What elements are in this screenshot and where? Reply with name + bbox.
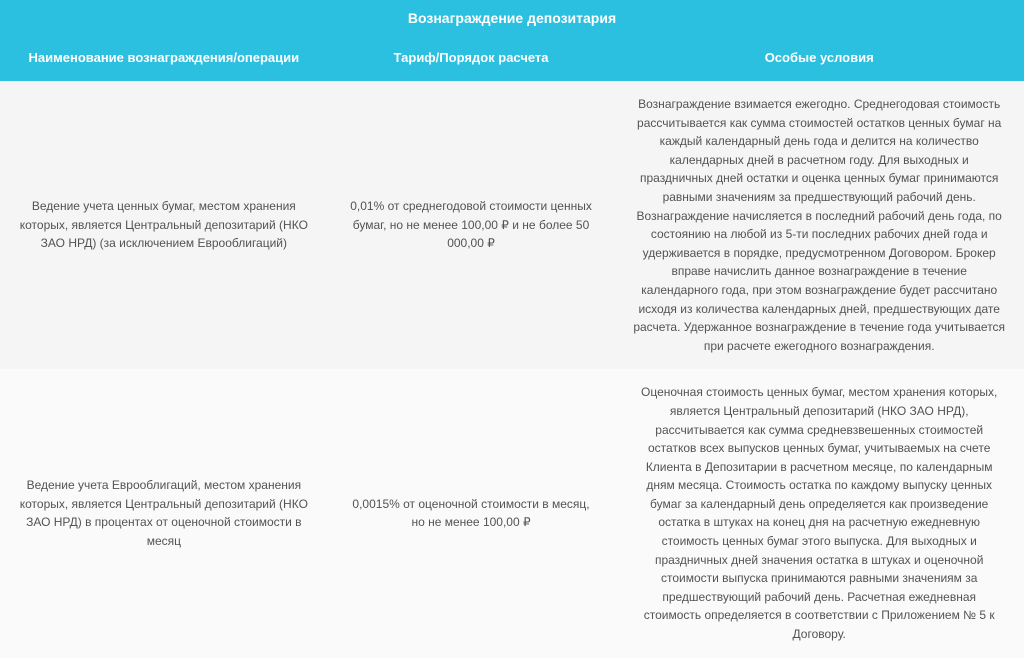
cell-tariff: 0,0015% от оценочной стоимости в месяц, … (328, 369, 615, 657)
cell-name: Ведение учета Еврооблигаций, местом хран… (0, 369, 328, 657)
column-header-tariff: Тариф/Порядок расчета (328, 36, 615, 81)
cell-conditions: Вознаграждение взимается ежегодно. Средн… (614, 81, 1024, 369)
table-row: Ведение учета Еврооблигаций, местом хран… (0, 369, 1024, 657)
column-header-name: Наименование вознаграждения/операции (0, 36, 328, 81)
cell-tariff: 0,01% от среднегодовой стоимости ценных … (328, 81, 615, 369)
cell-conditions: Оценочная стоимость ценных бумаг, местом… (614, 369, 1024, 657)
table-title: Вознаграждение депозитария (0, 0, 1024, 36)
column-header-conditions: Особые условия (614, 36, 1024, 81)
depositary-fees-table: Вознаграждение депозитария Наименование … (0, 0, 1024, 658)
table-row: Ведение учета ценных бумаг, местом хране… (0, 81, 1024, 369)
cell-name: Ведение учета ценных бумаг, местом хране… (0, 81, 328, 369)
